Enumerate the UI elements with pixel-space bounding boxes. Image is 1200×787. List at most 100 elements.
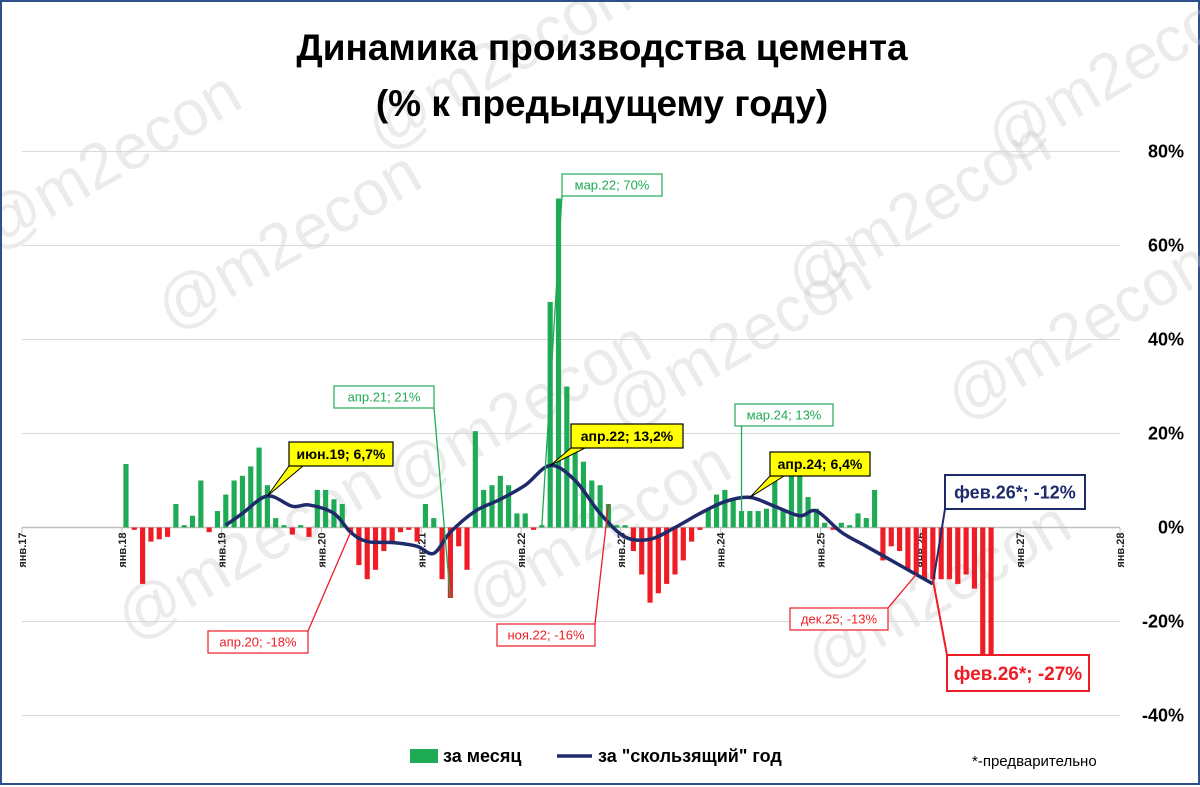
bar bbox=[248, 466, 254, 528]
bar bbox=[830, 527, 836, 530]
callout-label: апр.21; 21% bbox=[348, 390, 421, 405]
callout-box bbox=[789, 607, 889, 631]
bar bbox=[256, 447, 262, 528]
callout-label: апр.24; 6,4% bbox=[778, 456, 863, 472]
callout-pointer bbox=[594, 503, 610, 625]
x-tick-label: янв.22 bbox=[516, 533, 528, 568]
bar bbox=[905, 527, 911, 570]
bar bbox=[264, 485, 270, 528]
bar bbox=[855, 513, 861, 528]
bar bbox=[705, 508, 711, 528]
bar bbox=[730, 499, 736, 528]
callout-pointer bbox=[307, 531, 352, 632]
callout-pointer bbox=[433, 407, 452, 599]
bar bbox=[980, 527, 986, 678]
watermark-text: @m2econ bbox=[2, 55, 252, 264]
bar bbox=[689, 527, 695, 542]
bar bbox=[431, 518, 437, 528]
bar bbox=[747, 511, 753, 528]
bar bbox=[173, 504, 179, 528]
bar bbox=[530, 527, 537, 530]
bar bbox=[772, 480, 778, 528]
bar bbox=[738, 511, 745, 528]
callout-pointer bbox=[931, 508, 946, 585]
bar bbox=[123, 464, 129, 528]
bar bbox=[314, 489, 320, 528]
callout-label: мар.24; 13% bbox=[747, 408, 822, 423]
bar bbox=[863, 518, 869, 528]
bar bbox=[339, 504, 345, 528]
bar bbox=[281, 525, 287, 528]
gridlines bbox=[22, 151, 1120, 716]
bar bbox=[439, 527, 445, 580]
bar bbox=[755, 511, 761, 528]
bar bbox=[971, 527, 978, 589]
bar bbox=[223, 494, 229, 528]
bar bbox=[497, 475, 503, 528]
bar bbox=[672, 527, 678, 575]
callout-pointer bbox=[749, 475, 786, 498]
bar bbox=[913, 527, 919, 575]
bar bbox=[289, 527, 295, 535]
x-tick-label: янв.17 bbox=[17, 533, 29, 568]
legend-label-rolling: за "скользящий" год bbox=[598, 746, 782, 766]
bar bbox=[156, 527, 162, 540]
footnote: *-предварительно bbox=[972, 753, 1097, 770]
bar bbox=[381, 527, 387, 551]
callout-box bbox=[561, 173, 663, 197]
rolling-year-curve bbox=[224, 463, 934, 586]
bar bbox=[306, 527, 312, 537]
callout-pointer bbox=[887, 574, 917, 609]
rolling-year-line bbox=[224, 463, 934, 586]
bar bbox=[605, 504, 612, 528]
x-tick-label: янв.24 bbox=[716, 532, 728, 568]
bar bbox=[955, 527, 961, 584]
bar bbox=[921, 527, 928, 580]
callout-pointer bbox=[541, 195, 563, 526]
bar bbox=[131, 527, 137, 530]
bar bbox=[364, 527, 370, 580]
bar bbox=[214, 511, 221, 528]
y-tick-label: -40% bbox=[1142, 706, 1184, 726]
bar bbox=[930, 527, 936, 580]
bar bbox=[896, 527, 903, 551]
chart-title-line2: (% к предыдущему году) bbox=[376, 83, 828, 124]
bar bbox=[140, 527, 146, 584]
callout-label: июн.19; 6,7% bbox=[297, 446, 386, 462]
callout-box bbox=[333, 385, 435, 409]
bar bbox=[822, 522, 828, 528]
callout-label: апр.22; 13,2% bbox=[581, 428, 674, 444]
x-tick-label: янв.25 bbox=[816, 533, 828, 568]
bar bbox=[888, 527, 894, 547]
bar bbox=[946, 527, 953, 580]
callout-label: дек.25; -13% bbox=[801, 612, 878, 627]
callout-box bbox=[570, 423, 684, 449]
bar bbox=[298, 525, 304, 528]
bar bbox=[189, 515, 196, 528]
bar bbox=[597, 485, 603, 528]
bar bbox=[763, 508, 770, 528]
bar bbox=[697, 527, 703, 530]
bar bbox=[372, 527, 379, 570]
bar bbox=[547, 301, 553, 528]
callout-box bbox=[946, 654, 1090, 692]
bar bbox=[406, 527, 412, 530]
bar bbox=[655, 527, 661, 594]
bar bbox=[872, 489, 878, 528]
bar bbox=[780, 508, 786, 528]
bar bbox=[555, 198, 562, 528]
bar bbox=[472, 431, 478, 528]
x-tick-label: янв.19 bbox=[217, 533, 229, 568]
y-tick-label: -20% bbox=[1142, 612, 1184, 632]
bar bbox=[788, 473, 795, 528]
bar bbox=[239, 475, 246, 528]
legend-label-monthly: за месяц bbox=[443, 746, 521, 766]
callout-pointer bbox=[931, 579, 948, 656]
bar bbox=[148, 527, 154, 542]
bar bbox=[198, 480, 204, 528]
bar bbox=[522, 513, 528, 528]
bar bbox=[464, 527, 470, 570]
callout-box bbox=[496, 623, 596, 647]
x-tick-label: янв.28 bbox=[1115, 533, 1127, 568]
